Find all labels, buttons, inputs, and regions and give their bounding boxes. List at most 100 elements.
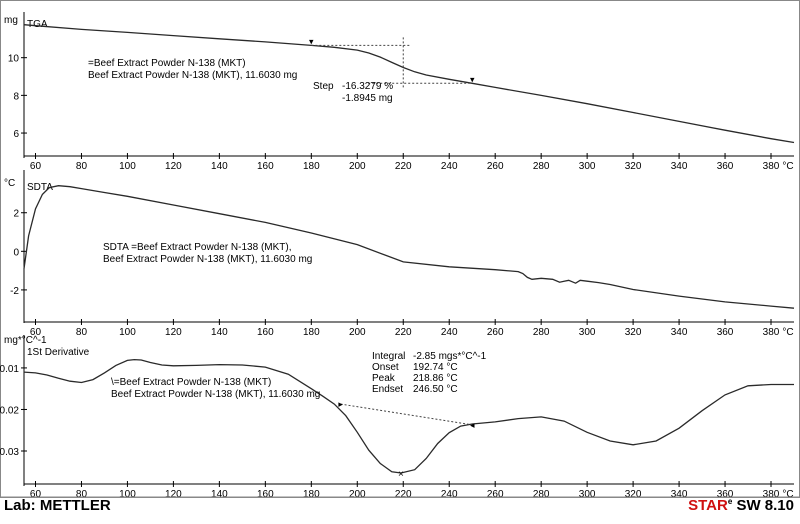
panel-3-x-tick-label: 140 bbox=[211, 489, 228, 500]
panel-1-panel-label: TGA bbox=[27, 19, 48, 30]
result-value: -2.85 mgs*°C^-1 bbox=[413, 351, 487, 362]
panel-2-x-tick-label: 200 bbox=[349, 327, 366, 338]
panel-2-x-tick-label: 60 bbox=[30, 327, 42, 338]
panel-2-x-tick-label: 340 bbox=[671, 327, 688, 338]
result-value: 246.50 °C bbox=[413, 384, 458, 395]
panel-1-x-tick-label: 160 bbox=[257, 161, 274, 172]
panel-2-x-tick-label: 80 bbox=[76, 327, 88, 338]
panel-3-x-tick-label: 60 bbox=[30, 489, 42, 500]
integration-end-marker: ◂ bbox=[470, 420, 475, 430]
panel-2-x-unit: °C bbox=[782, 327, 793, 338]
panel-3-y-unit: mg*°C^-1 bbox=[4, 335, 47, 346]
panel-1-x-tick-label: 200 bbox=[349, 161, 366, 172]
step-start-marker: ▾ bbox=[309, 36, 314, 46]
panel-2-panel-label: SDTA bbox=[27, 182, 53, 193]
panel-2-x-tick-label: 300 bbox=[579, 327, 596, 338]
panel-2-x-tick-label: 160 bbox=[257, 327, 274, 338]
panel-1-x-tick-label: 260 bbox=[487, 161, 504, 172]
panel-2-curve bbox=[23, 185, 795, 309]
software-version: SW 8.10 bbox=[736, 497, 794, 514]
step-end-marker: ▾ bbox=[470, 74, 475, 84]
panel-2-x-tick-label: 240 bbox=[441, 327, 458, 338]
panel-1-x-tick-label: 300 bbox=[579, 161, 596, 172]
panel-2-x-tick-label: 120 bbox=[165, 327, 182, 338]
panel-3-legend-entry: Beef Extract Powder N-138 (MKT), 11.6030… bbox=[111, 389, 320, 400]
panel-1-y-unit: mg bbox=[4, 15, 18, 26]
panel-2-y-unit: °C bbox=[4, 178, 15, 189]
panel-3-x-tick-label: 80 bbox=[76, 489, 88, 500]
panel-2-x-tick-label: 360 bbox=[717, 327, 734, 338]
panel-3-x-tick-label: 280 bbox=[533, 489, 550, 500]
panel-2-x-tick-label: 280 bbox=[533, 327, 550, 338]
panel-2-y-tick-label: 0 bbox=[13, 247, 19, 258]
panel-2-x-tick-label: 320 bbox=[625, 327, 642, 338]
panel-3-x-unit: °C bbox=[782, 489, 793, 500]
panel-3-x-tick-label: 340 bbox=[671, 489, 688, 500]
result-label: Integral bbox=[372, 351, 405, 362]
panel-1-legend-entry: =Beef Extract Powder N-138 (MKT) bbox=[88, 58, 246, 69]
result-label: Endset bbox=[372, 384, 403, 395]
result-label: Peak bbox=[372, 373, 396, 384]
result-value: 218.86 °C bbox=[413, 373, 458, 384]
panel-3-x-tick-label: 260 bbox=[487, 489, 504, 500]
panel-1-y-tick-label: 8 bbox=[13, 91, 19, 102]
result-value: 192.74 °C bbox=[413, 362, 458, 373]
panel-1-x-tick-label: 380 bbox=[763, 161, 780, 172]
panel-1-x-tick-label: 60 bbox=[30, 161, 42, 172]
panel-1-y-tick-label: 10 bbox=[8, 54, 20, 65]
panel-2-x-tick-label: 100 bbox=[119, 327, 136, 338]
panel-1-x-tick-label: 280 bbox=[533, 161, 550, 172]
software-version-label: STARe SW 8.10 bbox=[688, 497, 794, 514]
step-percent: -16.3279 % bbox=[342, 81, 393, 92]
panel-3-x-tick-label: 180 bbox=[303, 489, 320, 500]
panel-1-curve bbox=[23, 24, 795, 144]
panel-3-x-tick-label: 380 bbox=[763, 489, 780, 500]
panel-3-x-tick-label: 360 bbox=[717, 489, 734, 500]
panel-3-x-tick-label: 220 bbox=[395, 489, 412, 500]
panel-1-x-tick-label: 120 bbox=[165, 161, 182, 172]
panel-3-x-tick-label: 300 bbox=[579, 489, 596, 500]
panel-1-x-tick-label: 360 bbox=[717, 161, 734, 172]
panel-3-x-tick-label: 320 bbox=[625, 489, 642, 500]
panel-3-y-tick-label: -0.02 bbox=[0, 405, 19, 416]
panel-2-y-tick-label: 2 bbox=[13, 209, 19, 220]
panel-2-y-tick-label: -2 bbox=[10, 286, 19, 297]
panel-1-x-tick-label: 100 bbox=[119, 161, 136, 172]
panel-3-legend-entry: \=Beef Extract Powder N-138 (MKT) bbox=[111, 377, 271, 388]
panel-1-x-tick-label: 320 bbox=[625, 161, 642, 172]
panel-1-x-unit: °C bbox=[782, 161, 793, 172]
lab-label: Lab: METTLER bbox=[4, 497, 111, 514]
integration-start-marker: ▸ bbox=[338, 399, 343, 409]
panel-1-y-tick-label: 6 bbox=[13, 129, 19, 140]
software-brand: STAR bbox=[688, 497, 728, 514]
result-label: Onset bbox=[372, 362, 399, 373]
panel-2-x-tick-label: 180 bbox=[303, 327, 320, 338]
panel-3-y-tick-label: -0.01 bbox=[0, 364, 19, 375]
panel-3-y-tick-label: -0.03 bbox=[0, 447, 19, 458]
panel-3-curve bbox=[23, 358, 794, 474]
panel-3-x-tick-label: 100 bbox=[119, 489, 136, 500]
panel-2-legend-entry: Beef Extract Powder N-138 (MKT), 11.6030… bbox=[103, 254, 312, 265]
panel-2-x-tick-label: 220 bbox=[395, 327, 412, 338]
peak-marker: × bbox=[398, 469, 404, 480]
panel-3-panel-label: 1St Derivative bbox=[27, 347, 90, 358]
panel-3-x-tick-label: 200 bbox=[349, 489, 366, 500]
panel-1-x-tick-label: 240 bbox=[441, 161, 458, 172]
panel-1-x-tick-label: 340 bbox=[671, 161, 688, 172]
panel-2-x-tick-label: 140 bbox=[211, 327, 228, 338]
panel-3-x-tick-label: 120 bbox=[165, 489, 182, 500]
software-brand-mark: e bbox=[727, 497, 733, 506]
panel-2-x-tick-label: 380 bbox=[763, 327, 780, 338]
panel-1-x-tick-label: 140 bbox=[211, 161, 228, 172]
panel-1-x-tick-label: 180 bbox=[303, 161, 320, 172]
panel-3-x-tick-label: 160 bbox=[257, 489, 274, 500]
integration-baseline bbox=[340, 403, 473, 426]
panel-1-legend-entry: Beef Extract Powder N-138 (MKT), 11.6030… bbox=[88, 70, 297, 81]
panel-3-x-tick-label: 240 bbox=[441, 489, 458, 500]
step-mass: -1.8945 mg bbox=[342, 93, 393, 104]
panel-2-x-tick-label: 260 bbox=[487, 327, 504, 338]
step-label: Step bbox=[313, 81, 334, 92]
panel-1-x-tick-label: 80 bbox=[76, 161, 88, 172]
